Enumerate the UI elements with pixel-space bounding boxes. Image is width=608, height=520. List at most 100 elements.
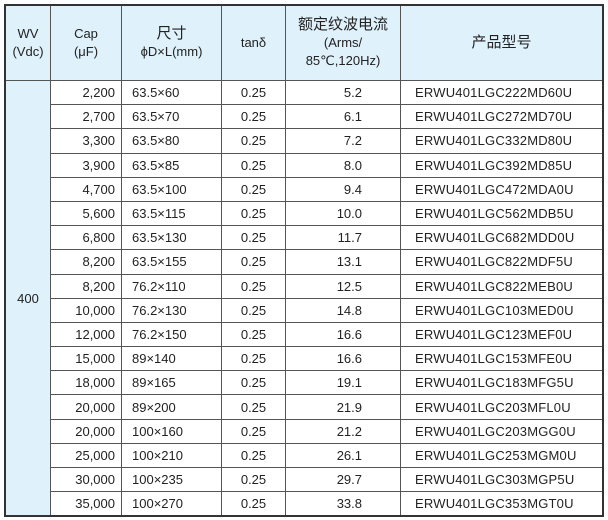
size-cell: 76.2×130 [121, 297, 222, 323]
part-number-cell: ERWU401LGC392MD85U [400, 152, 604, 178]
cap-cell: 6,800 [50, 225, 122, 251]
ripple-cell: 21.2 [285, 418, 401, 444]
cap-cell: 3,300 [50, 128, 122, 154]
size-cell: 89×165 [121, 370, 222, 396]
size-unit: ϕD×L(mm) [140, 44, 203, 59]
wv-cell: 400 [4, 80, 51, 517]
header-size: 尺寸 ϕD×L(mm) [121, 4, 222, 81]
cap-cell: 4,700 [50, 176, 122, 202]
table-row: 20,000 89×200 0.25 21.9 ERWU401LGC203MFL0U [5, 394, 604, 420]
capacitor-spec-table: WV (Vdc) Cap (μF) 尺寸 ϕD×L(mm) tanδ 额定纹波电流 (A… [4, 4, 604, 518]
tan-cell: 0.25 [221, 104, 286, 130]
header-ripple: 额定纹波电流 (Arms/85℃,120Hz) [285, 4, 401, 81]
cap-cell: 12,000 [50, 321, 122, 348]
part-number-cell: ERWU401LGC272MD70U [400, 104, 604, 130]
size-cell: 63.5×130 [121, 225, 222, 251]
table-row: 2,700 63.5×70 0.25 6.1 ERWU401LGC272MD70U [5, 104, 604, 130]
tan-cell: 0.25 [221, 79, 286, 106]
header-row: WV (Vdc) Cap (μF) 尺寸 ϕD×L(mm) tanδ 额定纹波电流 (A… [4, 4, 604, 81]
size-cell: 89×140 [121, 346, 222, 372]
size-cell: 76.2×150 [121, 321, 222, 348]
header-part-number: 产品型号 [400, 4, 604, 81]
cap-cell: 2,700 [50, 104, 122, 130]
tan-cell: 0.25 [221, 466, 286, 493]
wv-label: WV [17, 26, 39, 41]
table-row: 5,600 63.5×115 0.25 10.0 ERWU401LGC562MDB5U [5, 200, 604, 227]
size-cell: 63.5×100 [121, 176, 222, 202]
cap-unit: (μF) [73, 44, 99, 59]
part-number-cell: ERWU401LGC472MDA0U [400, 176, 604, 202]
table-row: 4,700 63.5×100 0.25 9.4 ERWU401LGC472MDA0U [5, 176, 604, 202]
table-row: 8,200 76.2×110 0.25 12.5 ERWU401LGC822MEB0U [5, 273, 604, 299]
table-row: 35,000 100×270 0.25 33.8 ERWU401LGC353MGT0U [5, 491, 604, 517]
size-cell: 100×270 [121, 491, 222, 517]
part-number-cell: ERWU401LGC253MGM0U [400, 442, 604, 469]
ripple-cell: 19.1 [285, 370, 401, 396]
ripple-cell: 16.6 [285, 346, 401, 372]
tan-cell: 0.25 [221, 297, 286, 323]
ripple-cell: 6.1 [285, 104, 401, 130]
cap-cell: 35,000 [50, 491, 122, 517]
ripple-cell: 13.1 [285, 249, 401, 275]
ripple-cell: 5.2 [285, 79, 401, 106]
tan-cell: 0.25 [221, 273, 286, 299]
ripple-unit: (Arms/ [323, 35, 363, 50]
size-cell: 100×160 [121, 418, 222, 444]
cap-cell: 20,000 [50, 418, 122, 444]
cap-cell: 8,200 [50, 249, 122, 275]
ripple-cell: 21.9 [285, 394, 401, 420]
tan-cell: 0.25 [221, 491, 286, 517]
size-cell: 63.5×60 [121, 79, 222, 106]
part-number-cell: ERWU401LGC562MDB5U [400, 200, 604, 227]
cap-cell: 10,000 [50, 297, 122, 323]
ripple-cell: 26.1 [285, 442, 401, 469]
tan-cell: 0.25 [221, 418, 286, 444]
part-number-cell: ERWU401LGC153MFE0U [400, 346, 604, 372]
table-row: 30,000 100×235 0.25 29.7 ERWU401LGC303MGP5U [5, 466, 604, 493]
tan-cell: 0.25 [221, 394, 286, 420]
part-number-cell: ERWU401LGC822MEB0U [400, 273, 604, 299]
header-wv: WV (Vdc) [4, 4, 51, 81]
ripple-cell: 29.7 [285, 466, 401, 493]
part-number-cell: ERWU401LGC203MGG0U [400, 418, 604, 444]
size-cell: 76.2×110 [121, 273, 222, 299]
cap-cell: 5,600 [50, 200, 122, 227]
table-row: 12,000 76.2×150 0.25 16.6 ERWU401LGC123MEF0U [5, 321, 604, 348]
size-cell: 63.5×115 [121, 200, 222, 227]
size-cell: 63.5×80 [121, 128, 222, 154]
table-row: 15,000 89×140 0.25 16.6 ERWU401LGC153MFE0U [5, 346, 604, 372]
table-row: 20,000 100×160 0.25 21.2 ERWU401LGC203MGG0U [5, 418, 604, 444]
size-label: 尺寸 [156, 25, 187, 42]
cap-cell: 15,000 [50, 346, 122, 372]
ripple-cell: 16.6 [285, 321, 401, 348]
table-row: 18,000 89×165 0.25 19.1 ERWU401LGC183MFG5U [5, 370, 604, 396]
tan-cell: 0.25 [221, 152, 286, 178]
tan-cell: 0.25 [221, 225, 286, 251]
table-row: 25,000 100×210 0.25 26.1 ERWU401LGC253MGM0U [5, 442, 604, 469]
size-cell: 63.5×70 [121, 104, 222, 130]
ripple-cell: 7.2 [285, 128, 401, 154]
ripple-cell: 14.8 [285, 297, 401, 323]
ripple-cell: 9.4 [285, 176, 401, 202]
cap-cell: 2,200 [50, 79, 122, 106]
cap-cell: 8,200 [50, 273, 122, 299]
cap-cell: 18,000 [50, 370, 122, 396]
part-number-cell: ERWU401LGC103MED0U [400, 297, 604, 323]
part-number-cell: ERWU401LGC822MDF5U [400, 249, 604, 275]
table-row: 6,800 63.5×130 0.25 11.7 ERWU401LGC682MDD0U [5, 225, 604, 251]
part-number-cell: ERWU401LGC303MGP5U [400, 466, 604, 493]
part-number-cell: ERWU401LGC682MDD0U [400, 225, 604, 251]
table-row: 8,200 63.5×155 0.25 13.1 ERWU401LGC822MDF5U [5, 249, 604, 275]
tan-cell: 0.25 [221, 249, 286, 275]
tan-cell: 0.25 [221, 370, 286, 396]
size-cell: 63.5×85 [121, 152, 222, 178]
ripple-label: 额定纹波电流 [297, 16, 388, 33]
part-number-cell: ERWU401LGC353MGT0U [400, 491, 604, 517]
header-cap: Cap (μF) [50, 4, 122, 81]
cap-cell: 30,000 [50, 466, 122, 493]
tan-cell: 0.25 [221, 442, 286, 469]
table-row: 3,900 63.5×85 0.25 8.0 ERWU401LGC392MD85U [5, 152, 604, 178]
part-number-cell: ERWU401LGC332MD80U [400, 128, 604, 154]
tan-cell: 0.25 [221, 128, 286, 154]
size-cell: 63.5×155 [121, 249, 222, 275]
